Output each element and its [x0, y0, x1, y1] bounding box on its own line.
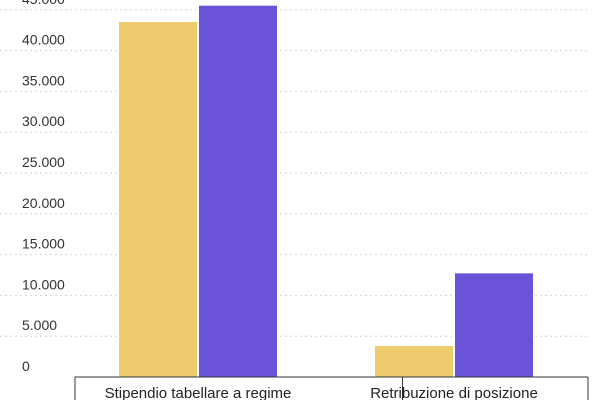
x-category-label: Stipendio tabellare a regime	[105, 385, 292, 400]
bar-series-2-stipendio	[199, 5, 277, 377]
y-tick-label: 20.000	[22, 195, 65, 211]
y-tick-label: 40.000	[22, 32, 65, 48]
bar-series-1-retribuzione	[375, 345, 453, 377]
y-tick-label: 15.000	[22, 236, 65, 252]
y-axis-tick-labels: 0 5.000 10.000 15.000 20.000 25.000 30.000 35.0…	[22, 0, 65, 374]
bars	[119, 5, 533, 377]
y-tick-label: 45.000	[22, 0, 65, 7]
y-tick-label: 35.000	[22, 72, 65, 88]
bar-series-1-stipendio	[119, 22, 197, 377]
x-axis-category-labels: Stipendio tabellare a regime Retribuzione…	[74, 377, 589, 400]
y-tick-label: 0	[22, 358, 30, 374]
x-category-label: Retribuzione di posizione	[370, 385, 538, 400]
bar-series-2-retribuzione	[455, 273, 533, 377]
y-tick-label: 10.000	[22, 276, 65, 292]
y-tick-label: 30.000	[22, 113, 65, 129]
y-tick-label: 5.000	[22, 317, 57, 333]
y-tick-label: 25.000	[22, 154, 65, 170]
